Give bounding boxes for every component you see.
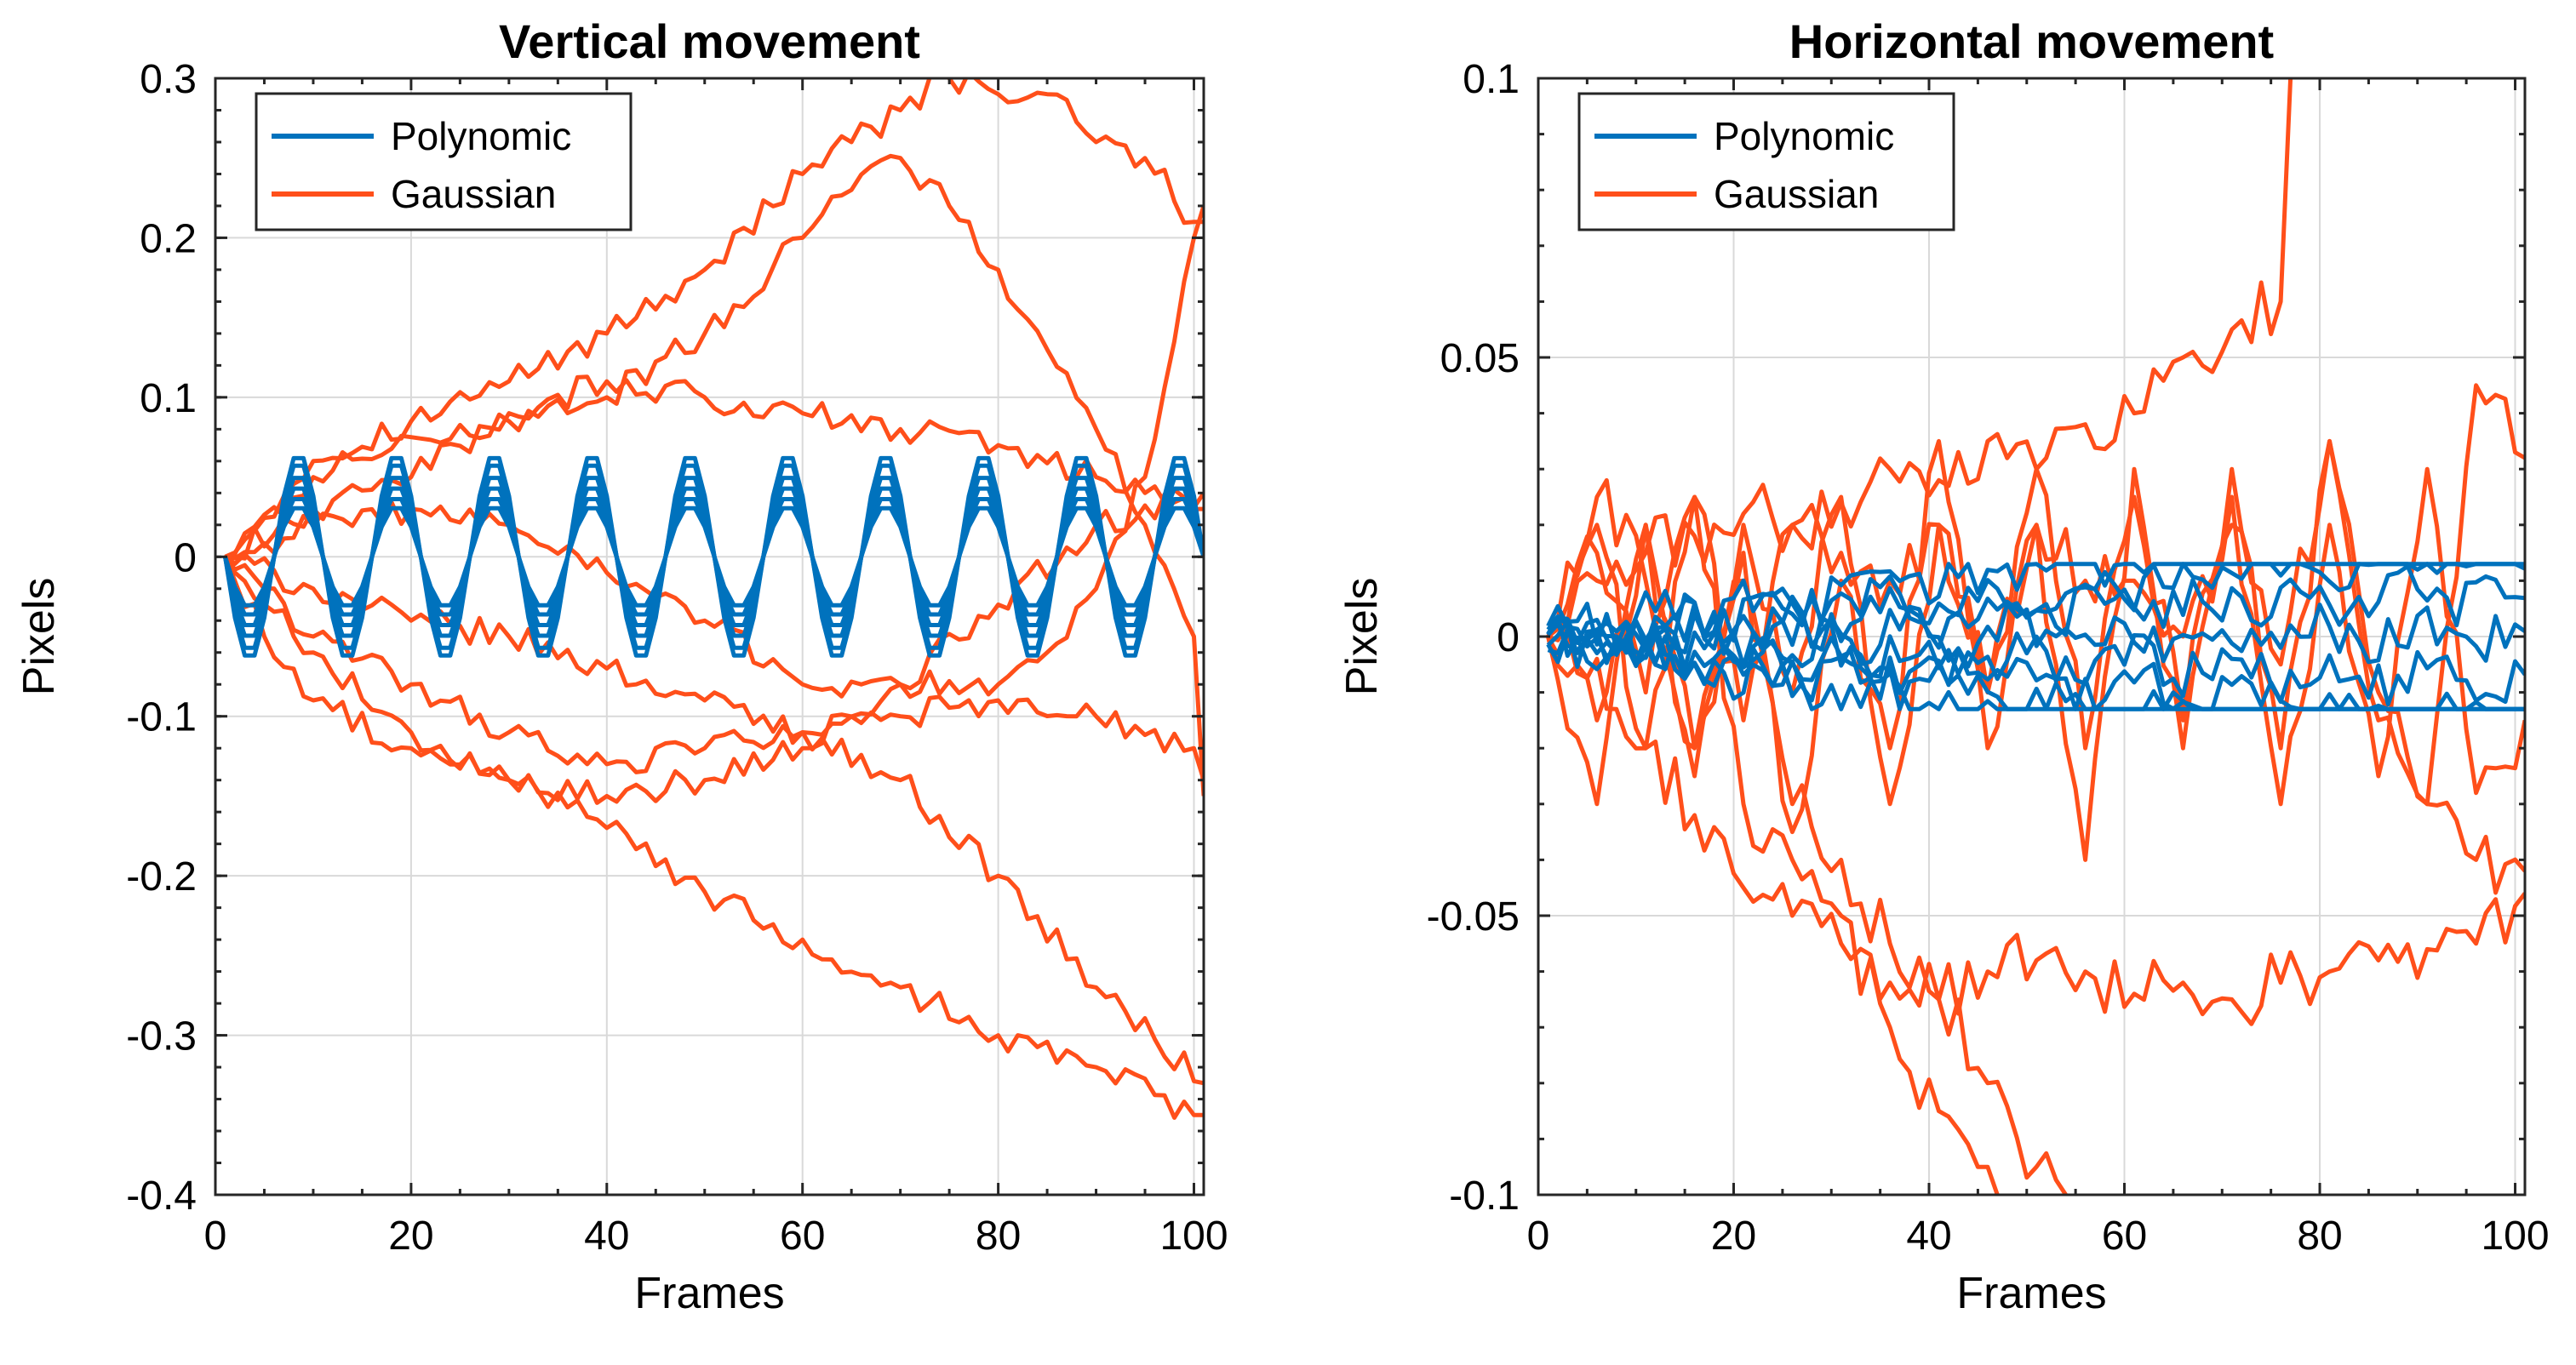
x-tick-label: 100 (2481, 1214, 2549, 1259)
series-line-gaussian (1546, 494, 2000, 1195)
x-tick-label: 100 (1159, 1214, 1228, 1259)
y-tick-label: 0.2 (140, 216, 197, 261)
series-line-gaussian (224, 153, 1204, 797)
series-line-gaussian (1546, 630, 2525, 1026)
series-line-gaussian (223, 555, 1204, 781)
y-tick-label: -0.05 (1427, 894, 1520, 940)
x-tick-label: 80 (2297, 1214, 2342, 1259)
chart-title: Vertical movement (499, 14, 920, 68)
legend: Polynomic Gaussian (1577, 92, 1955, 231)
plot-area (215, 78, 1204, 1195)
y-tick-label: 0 (1497, 615, 1520, 660)
y-tick-label: -0.1 (126, 695, 197, 740)
y-axis-label: Pixels (14, 578, 64, 696)
legend: Polynomic Gaussian (255, 92, 633, 231)
y-tick-label: 0 (174, 535, 197, 580)
series-line-gaussian (1546, 383, 2525, 807)
series-line-gaussian (223, 555, 1204, 1120)
legend-box (1577, 92, 1955, 231)
horizontal-movement-chart: 0 20 40 60 80 100 -0.1 -0.05 0 0.05 0.1 Horizontal … (1337, 14, 2550, 1318)
x-tick-label: 60 (780, 1214, 825, 1259)
x-tick-label: 20 (1711, 1214, 1756, 1259)
legend-label: Polynomic (391, 114, 571, 158)
series-line-gaussian (1547, 78, 2293, 643)
ticks (1537, 77, 2525, 1197)
y-tick-label: -0.2 (126, 854, 197, 900)
x-tick-label: 80 (976, 1214, 1021, 1259)
legend-label: Polynomic (1714, 114, 1894, 158)
x-tick-label: 0 (204, 1214, 227, 1259)
y-tick-label: -0.1 (1449, 1174, 1520, 1219)
series-line-polynomic (1546, 615, 2525, 707)
y-tick-label: 0.1 (1463, 57, 1520, 102)
legend-label: Gaussian (391, 172, 556, 216)
x-tick-label: 20 (388, 1214, 433, 1259)
axes-box (214, 77, 1205, 1197)
y-tick-label: -0.3 (126, 1014, 197, 1059)
series-line-polynomic (223, 505, 1204, 608)
vertical-movement-chart: 0 20 40 60 80 100 -0.4 -0.3 -0.2 -0.1 0 0.1 0.2 0.3 Ve… (14, 14, 1228, 1318)
x-tick-label: 0 (1527, 1214, 1550, 1259)
y-tick-label: 0.3 (140, 57, 197, 102)
x-tick-label: 60 (2102, 1214, 2147, 1259)
x-axis-label: Frames (634, 1269, 784, 1318)
legend-label: Gaussian (1714, 172, 1879, 216)
series-line-polynomic (1546, 614, 2525, 711)
y-axis-label: Pixels (1337, 578, 1387, 696)
x-tick-label: 40 (584, 1214, 629, 1259)
y-tick-label: 0.1 (140, 376, 197, 421)
y-tick-label: 0.05 (1440, 336, 1520, 381)
legend-box (255, 92, 633, 231)
x-tick-label: 40 (1906, 1214, 1951, 1259)
x-axis-label: Frames (1956, 1269, 2106, 1318)
series-line-gaussian (1546, 523, 2068, 1195)
plot-lines (1546, 78, 2525, 1195)
y-tick-label: -0.4 (126, 1174, 197, 1219)
series-line-gaussian (224, 78, 1204, 559)
series-line-gaussian (224, 551, 1204, 1086)
chart-title: Horizontal movement (1789, 14, 2274, 68)
series-line-polynomic (1546, 562, 2525, 660)
plot-lines (223, 78, 1204, 1120)
ticks (214, 77, 1204, 1197)
series-line-gaussian (223, 488, 1204, 805)
